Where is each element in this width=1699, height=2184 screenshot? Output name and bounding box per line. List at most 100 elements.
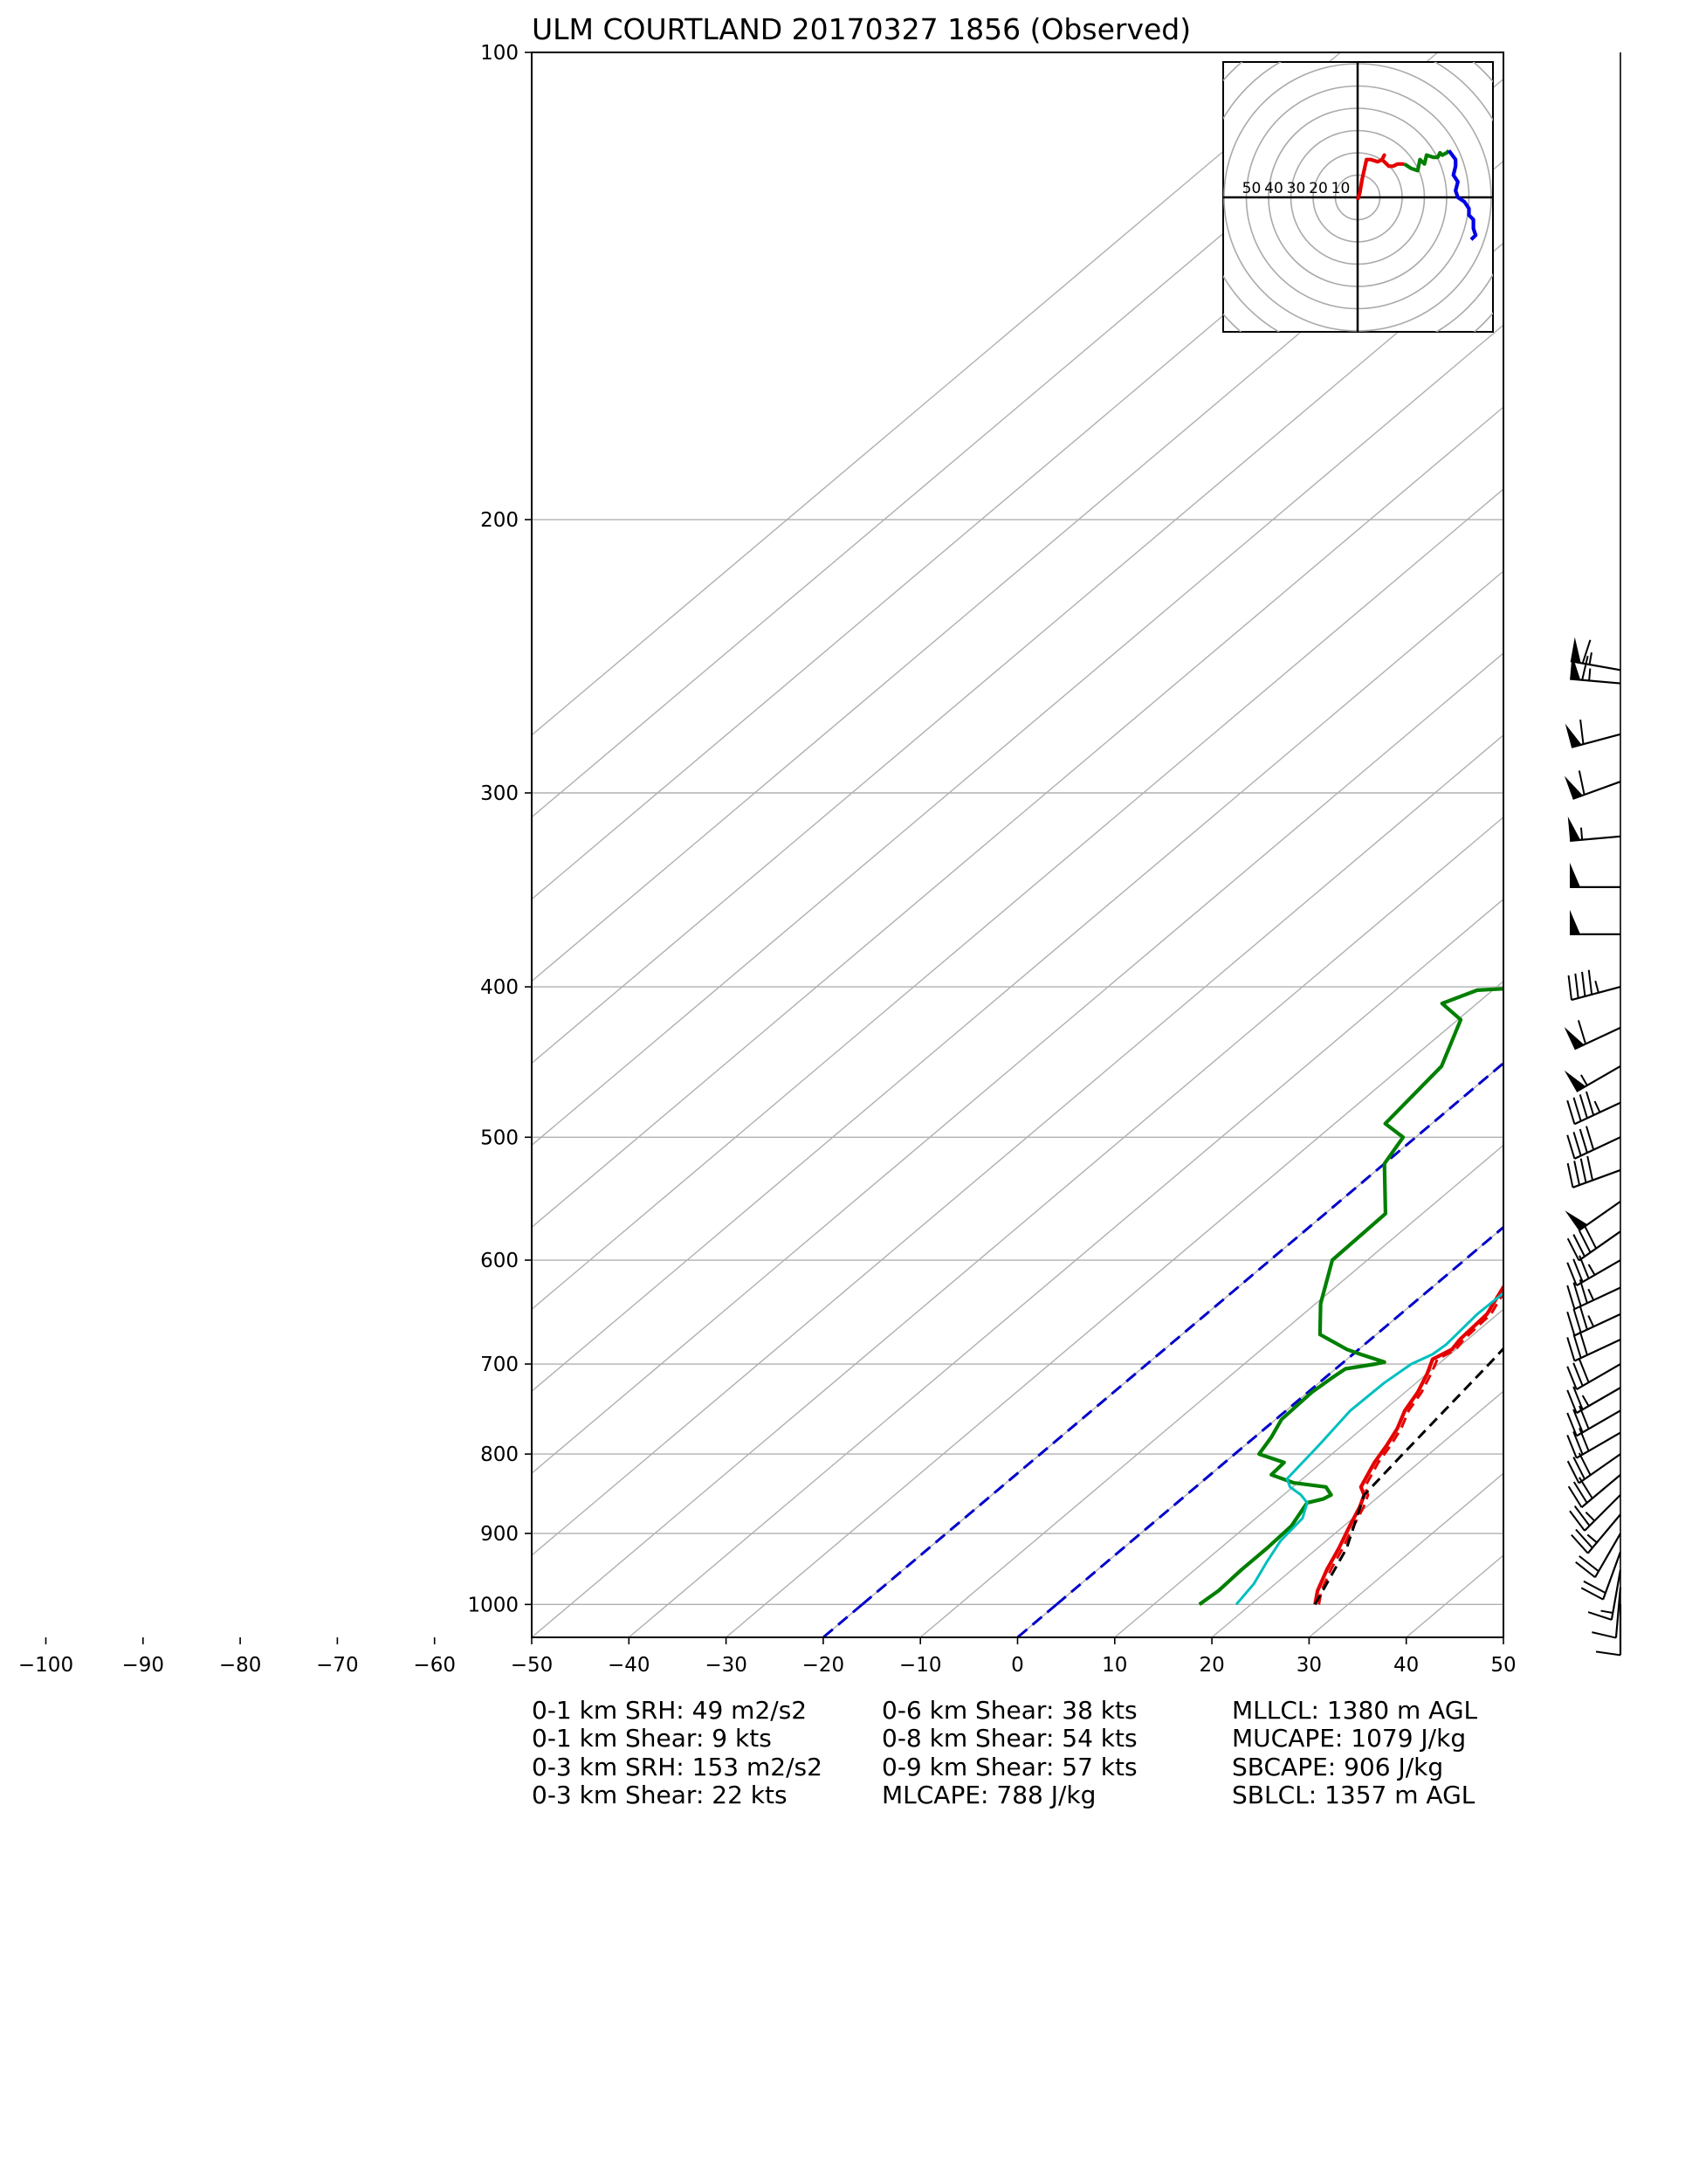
x-tick-label: 50 — [1490, 1654, 1516, 1677]
stat-col3-line2: MUCAPE: 1079 J/kg — [1232, 1724, 1467, 1753]
plot-area — [532, 52, 1503, 1637]
x-tick-label: 40 — [1393, 1654, 1419, 1677]
reference-dashed-line-lower — [1016, 1603, 1058, 1637]
isotherm-gridline — [919, 1144, 1503, 1637]
y-tick-label: 200 — [480, 509, 519, 532]
chart-title: ULM COURTLAND 20170327 1856 (Observed) — [532, 12, 1191, 46]
isotherm-gridline — [822, 1062, 1503, 1637]
y-tick-label: 400 — [480, 976, 519, 999]
x-tick-label: −90 — [122, 1654, 165, 1677]
stat-col3-line4: SBLCL: 1357 m AGL — [1232, 1781, 1475, 1809]
wind-barb — [1566, 1155, 1621, 1188]
x-tick-label: −70 — [316, 1654, 359, 1677]
x-tick-label: −20 — [802, 1654, 845, 1677]
isotherm-gridline — [532, 734, 1503, 1556]
hodograph-trace — [1403, 148, 1451, 173]
wind-barb — [1564, 1020, 1621, 1051]
hodograph-ring-label: 50 — [1242, 180, 1262, 197]
stat-col3-line3: SBCAPE: 906 J/kg — [1232, 1753, 1444, 1781]
dewpoint-profile — [1198, 987, 1503, 1607]
y-tick-label: 500 — [480, 1126, 519, 1149]
wind-barb — [1566, 1359, 1621, 1390]
wind-barb — [1580, 1551, 1622, 1601]
isotherm-gridline — [532, 324, 1503, 1147]
wind-barb — [1564, 1065, 1621, 1092]
x-tick-label: −40 — [608, 1654, 650, 1677]
wind-barb — [1565, 1200, 1621, 1232]
isotherm-gridline — [532, 816, 1503, 1637]
hodograph-ring-label: 10 — [1331, 180, 1351, 197]
stat-col3-line1: MLLCL: 1380 m AGL — [1232, 1696, 1478, 1725]
reference-dashed-line-lower — [822, 1603, 863, 1637]
wind-barb — [1566, 1386, 1621, 1415]
stat-col1-line2: 0-1 km Shear: 9 kts — [532, 1724, 772, 1753]
wind-barb — [1570, 637, 1621, 672]
wetbulb-profile — [1235, 1291, 1503, 1606]
wind-barb — [1566, 1427, 1621, 1459]
isotherm-gridline — [532, 52, 1439, 818]
stat-col2-line3: 0-9 km Shear: 57 kts — [882, 1753, 1138, 1781]
wind-barb — [1587, 1569, 1622, 1621]
isotherm-gridline — [532, 651, 1503, 1475]
isotherm-gridline — [532, 570, 1503, 1393]
hodograph-trace — [1447, 149, 1478, 241]
wind-barb — [1566, 1331, 1621, 1362]
y-tick-label: 900 — [480, 1523, 519, 1546]
hodograph-trace — [1356, 153, 1405, 201]
y-tick-label: 1000 — [467, 1594, 519, 1616]
stat-col2-line2: 0-8 km Shear: 54 kts — [882, 1724, 1138, 1753]
wind-barb — [1570, 862, 1620, 888]
wind-barb — [1564, 770, 1621, 800]
stat-col1-line1: 0-1 km SRH: 49 m2/s2 — [532, 1696, 808, 1725]
wind-barb — [1566, 1452, 1621, 1485]
isotherm-gridline — [532, 78, 1503, 900]
hodograph-ring-label: 40 — [1264, 180, 1283, 197]
stat-col2-line1: 0-6 km Shear: 38 kts — [882, 1696, 1138, 1725]
wind-barb — [1566, 1255, 1621, 1286]
x-tick-label: 20 — [1199, 1654, 1224, 1677]
wind-barb — [1565, 720, 1621, 748]
wind-barb — [1570, 909, 1620, 935]
wind-barb — [1567, 816, 1621, 842]
isotherm-gridline — [532, 488, 1503, 1311]
y-tick-label: 600 — [480, 1250, 519, 1272]
x-tick-label: −30 — [705, 1654, 747, 1677]
y-tick-label: 800 — [480, 1443, 519, 1466]
x-tick-label: −50 — [511, 1654, 554, 1677]
stat-col1-line3: 0-3 km SRH: 153 m2/s2 — [532, 1753, 822, 1781]
isotherm-gridline — [1017, 1226, 1503, 1637]
temperature-profile — [1313, 1283, 1503, 1605]
y-tick-label: 700 — [480, 1354, 519, 1376]
isotherm-gridline — [532, 406, 1503, 1229]
wind-barb — [1566, 1091, 1621, 1126]
x-tick-label: 0 — [1011, 1654, 1024, 1677]
hodograph-ring-label: 20 — [1309, 180, 1328, 197]
wind-barb — [1571, 1513, 1621, 1554]
x-tick-label: 30 — [1297, 1654, 1322, 1677]
hodograph-inset: 50 40 30 20 10 — [1222, 61, 1494, 333]
wind-barb — [1575, 1533, 1621, 1579]
x-tick-label: −100 — [18, 1654, 73, 1677]
isotherm-gridline — [726, 980, 1503, 1637]
isotherm-gridline — [532, 52, 1341, 736]
y-tick-label: 100 — [480, 42, 519, 65]
stat-col2-line4: MLCAPE: 788 J/kg — [882, 1781, 1097, 1809]
wind-barb — [1569, 1494, 1621, 1532]
x-tick-label: −60 — [413, 1654, 456, 1677]
wind-barb — [1567, 969, 1621, 1002]
y-tick-label: 300 — [480, 782, 519, 805]
stat-col1-line4: 0-3 km Shear: 22 kts — [532, 1781, 788, 1809]
wind-barb — [1566, 1405, 1621, 1437]
hodograph-ring-label: 30 — [1287, 180, 1306, 197]
wind-barb — [1566, 1278, 1621, 1311]
x-tick-label: −80 — [219, 1654, 262, 1677]
wind-barbs — [1564, 637, 1622, 1657]
x-tick-label: 10 — [1102, 1654, 1127, 1677]
isotherm-gridline — [628, 898, 1503, 1637]
wind-barb — [1592, 1587, 1622, 1639]
wind-barb — [1566, 1306, 1621, 1337]
wind-barb — [1595, 1604, 1622, 1657]
wind-barb — [1566, 1226, 1621, 1262]
x-tick-label: −10 — [899, 1654, 942, 1677]
